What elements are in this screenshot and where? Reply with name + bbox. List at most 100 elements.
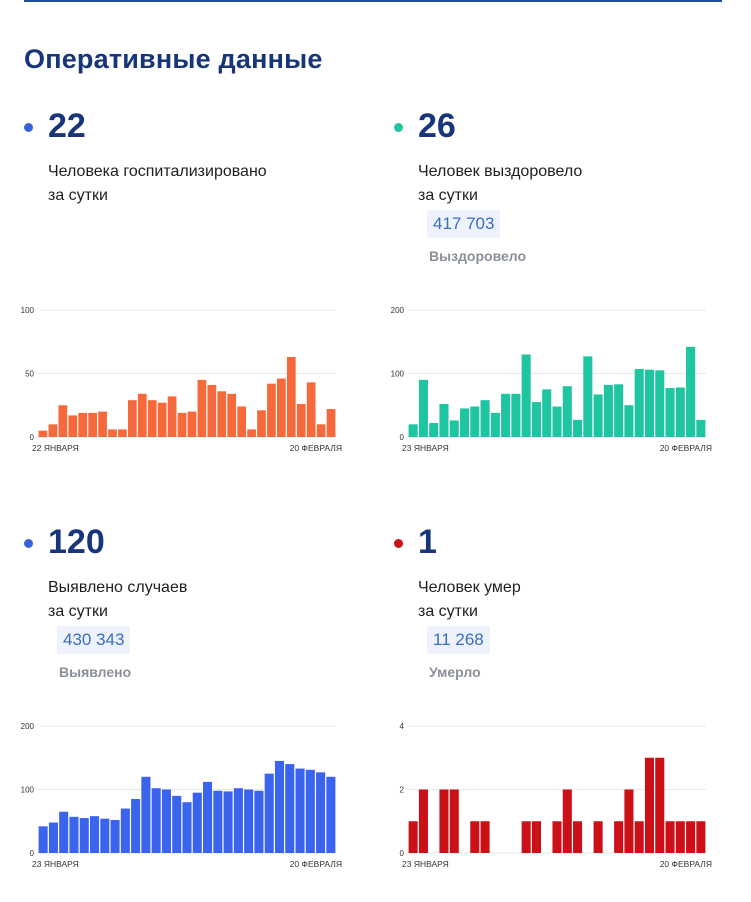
bar — [480, 400, 490, 437]
x-start-label: 22 ЯНВАРЯ — [32, 443, 79, 453]
series-dot-icon — [24, 123, 33, 132]
total-value: 417 703 — [427, 210, 501, 238]
bar — [696, 821, 706, 853]
y-tick-label: 2 — [400, 786, 405, 795]
y-tick-label: 100 — [21, 786, 35, 795]
x-end-label: 20 ФЕВРАЛЯ — [660, 443, 712, 453]
bar — [593, 821, 603, 853]
card-recovered: 26 Человек выздоровело за сутки 417 703 … — [391, 106, 734, 486]
bar — [295, 768, 305, 853]
bar — [614, 384, 624, 437]
bar — [552, 821, 562, 853]
bar — [286, 356, 296, 437]
bar — [326, 409, 336, 437]
bar — [217, 391, 227, 437]
bar — [418, 789, 428, 853]
bar — [177, 412, 187, 437]
description-line: за сутки — [48, 187, 108, 204]
x-end-label: 20 ФЕВРАЛЯ — [290, 443, 342, 453]
bar — [316, 424, 326, 437]
y-tick-label: 50 — [25, 370, 34, 379]
bar-chart: 0 50 100 22 ЯНВАРЯ 20 ФЕВРАЛЯ — [21, 306, 342, 453]
bar — [147, 400, 157, 437]
bar — [267, 383, 276, 437]
y-tick-label: 100 — [391, 370, 405, 379]
bar — [141, 776, 151, 853]
top-divider — [24, 0, 722, 2]
total-label: Выявлено — [59, 664, 132, 680]
bar — [89, 816, 100, 853]
bar — [459, 408, 470, 437]
bar — [48, 424, 58, 437]
bar — [161, 789, 171, 853]
description-line: Человек выздоровело — [418, 163, 583, 180]
bar — [277, 378, 286, 437]
bar — [68, 415, 78, 437]
y-tick-label: 0 — [30, 849, 35, 858]
bar — [98, 411, 107, 437]
bar — [521, 354, 531, 437]
x-end-label: 20 ФЕВРАЛЯ — [660, 859, 712, 869]
description: Человека госпитализировано за сутки — [48, 160, 348, 208]
bar — [624, 405, 634, 437]
bar — [182, 802, 192, 853]
bar — [78, 412, 88, 437]
bar — [480, 821, 490, 853]
bar — [429, 423, 439, 437]
bar-chart: 0 2 4 23 ЯНВАРЯ 20 ФЕВРАЛЯ — [400, 722, 712, 869]
bar — [305, 769, 315, 853]
y-tick-label: 100 — [21, 306, 35, 315]
y-tick-label: 0 — [30, 433, 35, 442]
total-value: 11 268 — [427, 626, 490, 654]
bar — [326, 776, 336, 853]
bar — [257, 410, 266, 437]
bar — [439, 403, 449, 437]
description-line: за сутки — [418, 603, 478, 620]
bar — [418, 379, 428, 437]
bar — [247, 429, 256, 437]
bar — [223, 791, 233, 853]
bar — [552, 406, 562, 437]
bar — [244, 789, 254, 853]
bar — [187, 411, 197, 437]
bar — [59, 811, 69, 853]
bar — [521, 821, 531, 853]
series-dot-icon — [394, 123, 403, 132]
card-hospitalized: 22 Человека госпитализировано за сутки 0… — [21, 106, 364, 486]
bar — [233, 788, 243, 853]
bar-chart: 0 100 200 23 ЯНВАРЯ 20 ФЕВРАЛЯ — [391, 306, 712, 453]
bar — [408, 424, 418, 437]
description-line: Человек умер — [418, 579, 521, 596]
bar — [316, 772, 326, 853]
bar-chart: 0 100 200 23 ЯНВАРЯ 20 ФЕВРАЛЯ — [21, 722, 342, 869]
bar — [197, 379, 207, 437]
bar — [172, 795, 182, 853]
total-value: 430 343 — [57, 626, 131, 654]
bar — [696, 419, 706, 437]
bar — [69, 816, 79, 853]
bar — [470, 821, 480, 853]
bar — [449, 420, 459, 437]
x-start-label: 23 ЯНВАРЯ — [402, 443, 449, 453]
series-dot-icon — [394, 539, 403, 548]
bar — [531, 821, 541, 853]
bar — [562, 386, 572, 437]
description-line: за сутки — [418, 187, 478, 204]
bar — [296, 403, 306, 437]
y-tick-label: 200 — [391, 306, 405, 315]
bar — [48, 822, 58, 853]
bar — [624, 789, 634, 853]
bar — [100, 818, 110, 853]
description: Выявлено случаев за сутки — [48, 576, 348, 624]
bar — [151, 788, 161, 853]
daily-value: 1 — [418, 523, 437, 561]
y-tick-label: 0 — [400, 433, 405, 442]
bar — [58, 405, 68, 437]
bar — [118, 429, 127, 437]
bar — [644, 369, 655, 437]
card-detected: 120 Выявлено случаев за сутки 430 343 Вы… — [21, 522, 364, 902]
bar — [79, 818, 89, 853]
bar — [108, 429, 117, 437]
description-line: Выявлено случаев — [48, 579, 188, 596]
